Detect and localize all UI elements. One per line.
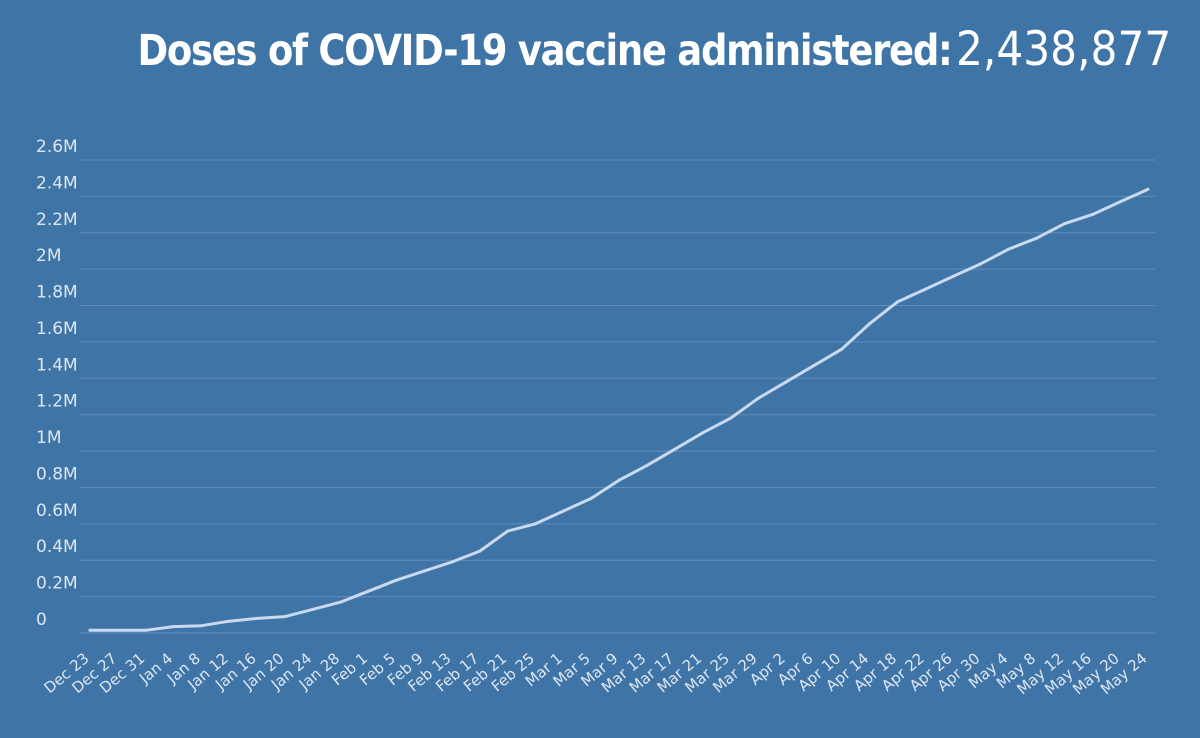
data-point <box>116 628 120 632</box>
y-tick-label: 2.6M <box>36 137 78 157</box>
data-point <box>255 616 259 620</box>
data-point <box>561 509 565 513</box>
y-tick-label: 0.2M <box>36 574 78 594</box>
data-point <box>199 624 203 628</box>
data-point <box>227 619 231 623</box>
y-axis-ticks: 0 0.2M 0.4M 0.6M 0.8M 1M 1.2M 1.4M 1.6M 1.8M 2M 2.2… <box>36 137 78 630</box>
data-point <box>283 615 287 619</box>
y-tick-label: 2M <box>36 246 61 266</box>
data-point <box>868 322 872 326</box>
data-point <box>645 464 649 468</box>
y-tick-label: 2.2M <box>36 210 78 230</box>
data-point <box>1007 247 1011 251</box>
total-doses: 2,438,877 <box>955 22 1171 77</box>
title-text: Doses of COVID-19 vaccine administered: <box>137 26 953 76</box>
y-tick-label: 1.4M <box>36 355 78 375</box>
data-point <box>422 569 426 573</box>
data-point <box>144 628 148 632</box>
data-point <box>979 262 983 266</box>
data-point <box>701 431 705 435</box>
data-point <box>1118 200 1122 204</box>
data-point <box>784 380 788 384</box>
series-line <box>88 187 1150 632</box>
y-tick-label: 1.8M <box>36 283 78 303</box>
y-tick-label: 0.6M <box>36 501 78 521</box>
data-point <box>589 496 593 500</box>
y-tick-label: 1M <box>36 428 61 448</box>
data-point <box>673 447 677 451</box>
data-point <box>172 625 176 629</box>
data-point <box>88 628 92 632</box>
data-point <box>756 396 760 400</box>
data-point <box>533 522 537 526</box>
data-point <box>450 560 454 564</box>
data-point <box>1062 222 1066 226</box>
chart-title: Doses of COVID-19 vaccine administered:2… <box>0 22 1200 77</box>
data-point <box>1146 187 1150 191</box>
data-point <box>478 549 482 553</box>
data-point <box>1035 236 1039 240</box>
data-point <box>506 529 510 533</box>
y-tick-label: 1.2M <box>36 392 78 412</box>
data-point <box>1090 213 1094 217</box>
data-point <box>366 589 370 593</box>
y-tick-label: 2.4M <box>36 173 78 193</box>
y-tick-label: 0 <box>36 610 47 630</box>
data-point <box>311 607 315 611</box>
data-point <box>728 416 732 420</box>
data-point <box>840 347 844 351</box>
data-point <box>951 274 955 278</box>
data-point <box>923 287 927 291</box>
y-tick-label: 0.8M <box>36 464 78 484</box>
data-point <box>394 578 398 582</box>
y-tick-label: 1.6M <box>36 319 78 339</box>
data-point <box>617 478 621 482</box>
data-point <box>895 300 899 304</box>
series <box>88 187 1150 632</box>
data-point <box>812 364 816 368</box>
gridlines <box>80 159 1155 634</box>
y-tick-label: 0.4M <box>36 537 78 557</box>
data-point <box>339 600 343 604</box>
